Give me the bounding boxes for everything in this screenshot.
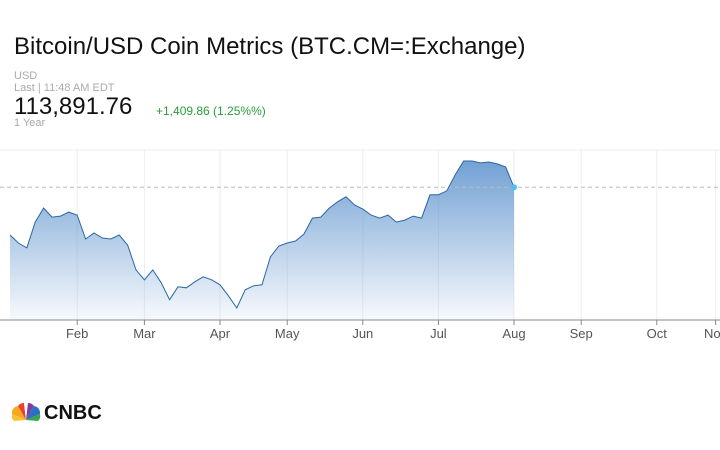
- x-tick-label: Jun: [352, 326, 373, 341]
- range: 1 Year: [14, 117, 46, 129]
- last-time: Last | 11:48 AM EDT: [14, 82, 115, 94]
- title: Bitcoin/USD Coin Metrics (BTC.CM=:Exchan…: [14, 33, 526, 60]
- x-tick-label: Sep: [570, 326, 593, 341]
- x-tick-label: Aug: [502, 326, 525, 341]
- area: [10, 161, 514, 320]
- logo-text: CNBC: [44, 402, 102, 424]
- logo: CNBC: [11, 402, 102, 424]
- price: 113,891.76: [14, 93, 133, 120]
- last-point: [511, 184, 517, 191]
- x-tick-label: Mar: [133, 326, 156, 341]
- chart: CNBCFebMarAprMayJunJulAugSepOctNov: [0, 149, 720, 341]
- line: [9, 160, 515, 310]
- x-tick-label: May: [275, 326, 300, 341]
- currency: USD: [14, 70, 38, 82]
- x-tick-label: Jul: [430, 326, 447, 341]
- x-tick-label: Feb: [66, 326, 88, 341]
- x-tick-label: Oct: [647, 326, 668, 341]
- x-tick-label: Nov: [704, 326, 720, 341]
- x-tick-label: Apr: [210, 326, 231, 341]
- price-change: +1,409.86 (1.25%%): [156, 104, 266, 118]
